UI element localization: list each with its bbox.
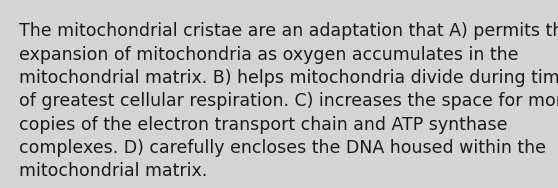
Text: The mitochondrial cristae are an adaptation that A) permits the
expansion of mit: The mitochondrial cristae are an adaptat… <box>20 22 558 180</box>
